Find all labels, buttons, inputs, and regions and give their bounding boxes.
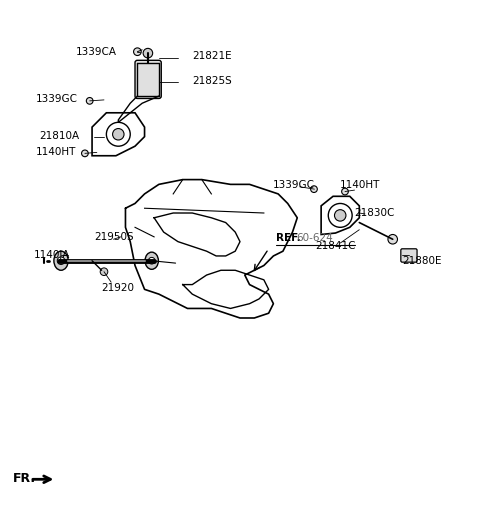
Text: 1140HT: 1140HT <box>36 148 76 157</box>
Circle shape <box>82 150 88 157</box>
Text: 21821E: 21821E <box>192 52 232 62</box>
FancyBboxPatch shape <box>401 249 417 262</box>
Circle shape <box>133 48 141 56</box>
Text: REF.: REF. <box>276 233 300 243</box>
Text: 21810A: 21810A <box>39 131 80 141</box>
Text: 1140HT: 1140HT <box>340 181 381 190</box>
Ellipse shape <box>145 252 158 269</box>
Circle shape <box>388 235 397 244</box>
Text: 21920: 21920 <box>102 284 134 294</box>
Circle shape <box>100 268 108 276</box>
Text: 21950S: 21950S <box>95 232 134 242</box>
Text: 1339GC: 1339GC <box>36 95 78 105</box>
Circle shape <box>113 129 124 140</box>
Text: 1140JA: 1140JA <box>34 250 70 260</box>
Circle shape <box>335 210 346 221</box>
FancyBboxPatch shape <box>135 61 161 98</box>
Text: 60-624: 60-624 <box>296 233 333 243</box>
Circle shape <box>342 188 348 195</box>
Text: 21830C: 21830C <box>355 208 395 218</box>
Circle shape <box>86 98 93 104</box>
Text: 1339GC: 1339GC <box>273 181 314 190</box>
Circle shape <box>143 48 153 58</box>
Circle shape <box>311 186 317 192</box>
Ellipse shape <box>54 251 68 270</box>
Circle shape <box>148 258 155 264</box>
Text: FR.: FR. <box>13 472 36 485</box>
Text: 1339CA: 1339CA <box>75 47 116 57</box>
Text: 21841C: 21841C <box>315 242 356 251</box>
Text: 21880E: 21880E <box>402 256 442 266</box>
Text: 21825S: 21825S <box>192 76 232 86</box>
Circle shape <box>57 257 65 264</box>
